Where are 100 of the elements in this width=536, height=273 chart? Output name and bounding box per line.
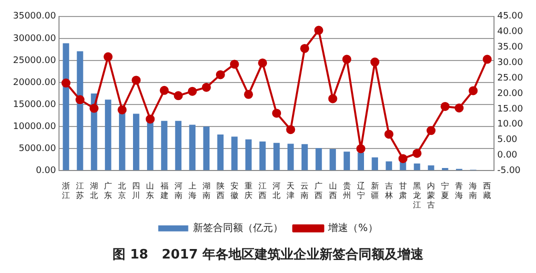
x-tick-label: 湖南 [202,181,210,200]
y-tick-label: 15000.00 [12,100,56,110]
x-tick-label: 重庆 [244,181,253,200]
point [230,60,239,69]
x-tick-label: 新疆 [370,181,379,200]
x-tick-label: 福建 [159,181,168,200]
point [104,52,113,62]
y2-tick-label: 20.00 [497,88,524,99]
point [426,126,436,136]
point [454,103,464,112]
point [61,78,70,88]
x-tick-label: 北京 [118,181,126,200]
y2-tick-label: 10.00 [497,120,524,130]
point [258,58,268,68]
bar [104,100,112,170]
point [300,44,310,53]
legend-label: 新签合同额（亿元） [193,222,284,234]
bar [231,136,238,170]
legend-label: 增速（%） [327,222,378,234]
x-tick-label: 安徽 [230,181,238,200]
y-tick-label: 5000.00 [18,144,56,154]
y2-tick-label: 5.00 [497,135,518,146]
x-tick-label: 四川 [132,181,140,200]
x-tick-label: 吉林 [384,181,393,200]
y2-tick-label: 15.00 [497,104,524,114]
x-tick-label: 黑龙江 [413,181,422,210]
x-tick-label: 云南 [300,181,309,200]
point [244,90,254,99]
point [202,82,211,92]
bar [245,139,252,170]
point [412,148,422,158]
bar [386,161,392,170]
point [160,86,169,95]
x-tick-label: 天津 [286,181,295,200]
y-tick-label: 10000.00 [12,122,56,132]
point [342,54,352,64]
point [314,26,324,35]
bar [302,144,308,170]
bar [175,120,182,170]
bar [344,152,350,170]
point [356,144,366,154]
y2-tick-label: 40.00 [497,27,524,38]
point [328,94,338,104]
bar [203,126,210,170]
x-tick-label: 辽宁 [356,181,365,200]
bar [330,149,336,170]
y2-tick-label: 0.00 [497,150,518,161]
x-tick-label: 河南 [174,181,182,200]
point [118,105,127,114]
bar [287,144,294,170]
point [286,125,296,134]
bar [133,114,140,170]
x-tick-label: 山西 [328,181,337,200]
x-tick-label: 江苏 [76,181,84,200]
y-tick-label: 35000.00 [12,12,56,22]
point [76,95,85,104]
x-tick-label: 广西 [314,181,323,200]
bar [189,124,196,170]
bar [259,142,266,170]
bar [358,152,364,170]
point [188,86,197,96]
x-tick-label: 山东 [146,181,154,200]
y2-tick-label: 45.00 [497,12,524,22]
x-tick-label: 浙江 [62,181,70,200]
bar [217,134,224,170]
point [174,91,183,100]
text: 图 18 2017 年各地区建筑业企业新签合同额及增速 [112,246,424,263]
y2-tick-label: 25.00 [497,73,524,84]
x-tick-label: 广东 [104,181,112,200]
y-tick-label: 25000.00 [12,56,56,66]
y-tick-label: 20000.00 [12,78,56,88]
x-tick-label: 河北 [272,181,281,200]
bar [372,157,378,170]
x-tick-label: 海南 [469,181,478,200]
point [272,108,282,118]
x-tick-label: 宁夏 [441,181,450,200]
bar [414,164,420,170]
bar [273,142,280,170]
bar [161,120,168,170]
x-tick-label: 上海 [188,181,196,200]
y2-tick-label: 30.00 [497,58,524,68]
point [468,86,478,96]
point [216,70,225,80]
y2-tick-label: 35.00 [497,42,524,53]
x-tick-label: 江西 [258,181,267,200]
x-tick-label: 西藏 [483,181,492,200]
bar [316,148,322,170]
x-tick-label: 湖北 [90,181,98,200]
y-tick-label: 0.00 [36,166,56,176]
point [398,154,408,164]
point [384,130,394,139]
x-tick-label: 陕西 [216,181,224,200]
point [440,102,450,111]
x-tick-label: 内蒙古 [427,181,436,210]
x-tick-label: 青海 [455,181,464,200]
x-tick-label: 甘肃 [398,181,407,200]
point [90,104,99,113]
y2-tick-label: -5.00 [497,166,521,176]
x-tick-label: 贵州 [342,181,351,200]
point [370,58,380,67]
